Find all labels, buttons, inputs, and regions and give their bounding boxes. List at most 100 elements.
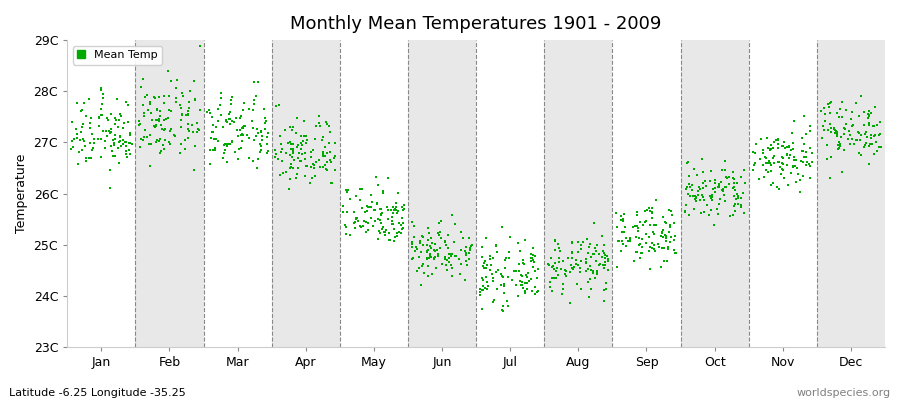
Point xyxy=(221,116,236,122)
Point xyxy=(849,137,863,143)
Point xyxy=(323,158,338,165)
Point xyxy=(158,136,173,143)
Point xyxy=(104,130,118,136)
Point xyxy=(353,223,367,229)
Point xyxy=(358,209,373,215)
Point xyxy=(313,164,328,170)
Point xyxy=(519,274,534,281)
Point xyxy=(108,114,122,121)
Point xyxy=(431,251,446,257)
Point xyxy=(328,167,342,173)
Point xyxy=(736,190,751,197)
Point xyxy=(774,166,788,172)
Point xyxy=(764,146,778,152)
Point xyxy=(630,208,644,215)
Point xyxy=(385,221,400,227)
Point xyxy=(597,265,611,271)
Point xyxy=(405,239,419,245)
Point xyxy=(374,206,388,212)
Point xyxy=(297,118,311,124)
Point xyxy=(136,76,150,82)
Point xyxy=(70,131,85,138)
Point xyxy=(242,155,256,162)
Point xyxy=(565,250,580,256)
Point xyxy=(764,162,778,169)
Point xyxy=(851,150,866,156)
Point xyxy=(156,142,170,148)
Point xyxy=(842,128,856,134)
Point xyxy=(474,287,489,294)
Point xyxy=(478,274,492,280)
Point xyxy=(406,255,420,262)
Point xyxy=(637,219,652,226)
Point xyxy=(422,230,436,237)
Point xyxy=(642,204,656,211)
Point xyxy=(367,207,382,214)
Point xyxy=(685,182,699,189)
Point xyxy=(774,171,788,177)
Point xyxy=(77,138,92,144)
Point xyxy=(174,117,188,123)
Point xyxy=(759,154,773,161)
Point xyxy=(454,247,468,253)
Point xyxy=(182,105,196,111)
Point xyxy=(494,224,508,230)
Point xyxy=(712,201,726,208)
Point xyxy=(148,122,163,128)
Point xyxy=(746,162,760,168)
Point xyxy=(830,131,844,138)
Point xyxy=(590,268,604,274)
Point xyxy=(597,298,611,305)
Point xyxy=(483,261,498,268)
Point xyxy=(463,235,477,241)
Point xyxy=(86,136,101,143)
Point xyxy=(318,152,332,159)
Point xyxy=(361,220,375,226)
Point xyxy=(219,116,233,123)
Point xyxy=(623,237,637,243)
Point xyxy=(444,252,458,259)
Point xyxy=(852,113,867,120)
Point xyxy=(299,133,313,140)
Point xyxy=(179,112,194,118)
Point xyxy=(122,140,136,146)
Point xyxy=(516,260,530,266)
Point xyxy=(272,102,286,108)
Point xyxy=(445,251,459,257)
Point xyxy=(339,224,354,231)
Text: worldspecies.org: worldspecies.org xyxy=(796,388,891,398)
Point xyxy=(655,229,670,235)
Point xyxy=(542,262,556,268)
Point xyxy=(320,167,334,174)
Point xyxy=(630,249,644,255)
Point xyxy=(100,114,114,121)
Point xyxy=(275,170,290,176)
Point xyxy=(834,169,849,175)
Point xyxy=(845,136,859,142)
Point xyxy=(281,140,295,147)
Point xyxy=(688,195,703,202)
Point xyxy=(202,146,217,153)
Point xyxy=(282,186,296,192)
Point xyxy=(114,113,129,119)
Point xyxy=(374,206,389,213)
Point xyxy=(320,158,335,165)
Point xyxy=(775,154,789,160)
Point xyxy=(439,257,454,263)
Point xyxy=(423,254,437,260)
Point xyxy=(149,106,164,112)
Point xyxy=(683,193,698,199)
Point xyxy=(524,250,538,257)
Point xyxy=(144,141,158,147)
Point xyxy=(512,248,526,254)
Point xyxy=(414,282,428,288)
Point xyxy=(175,89,189,96)
Point xyxy=(74,129,88,135)
Point xyxy=(706,186,720,192)
Point xyxy=(395,215,410,221)
Point xyxy=(716,167,730,173)
Point xyxy=(645,208,660,215)
Point xyxy=(633,254,647,261)
Point xyxy=(410,268,424,274)
Point xyxy=(763,146,778,152)
